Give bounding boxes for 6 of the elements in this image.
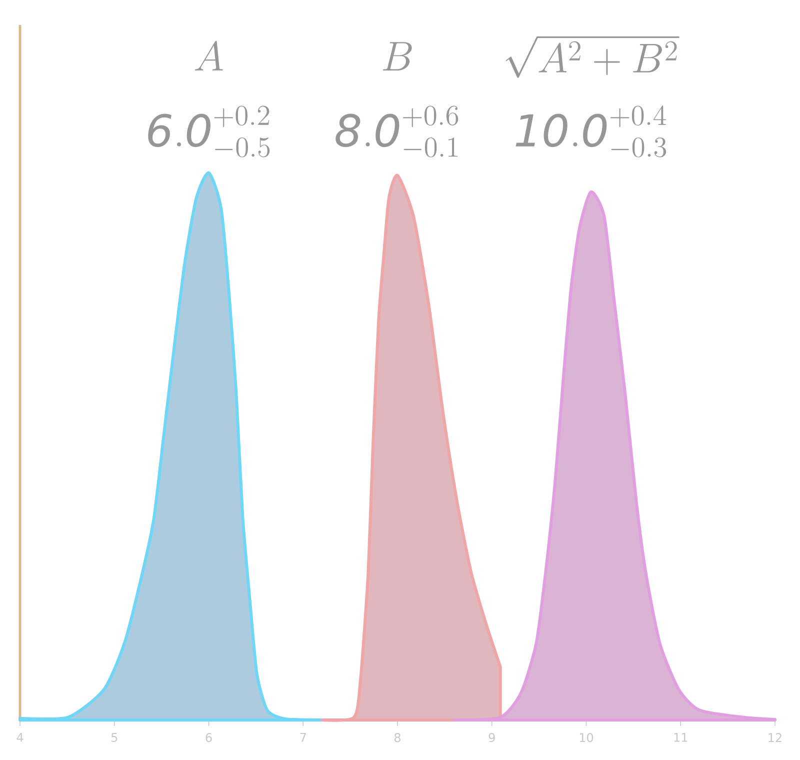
text: $\mathit{10.0}^{+0.4}_{-0.3}$: [516, 105, 666, 158]
text: $A$: [194, 40, 223, 70]
text: $\mathit{8.0}^{+0.6}_{-0.1}$: [336, 106, 458, 158]
text: $B$: [382, 42, 412, 70]
text: $\sqrt{A^2+B^2}$: [506, 36, 680, 78]
text: $\mathit{6.0}^{+0.2}_{-0.5}$: [148, 106, 270, 158]
